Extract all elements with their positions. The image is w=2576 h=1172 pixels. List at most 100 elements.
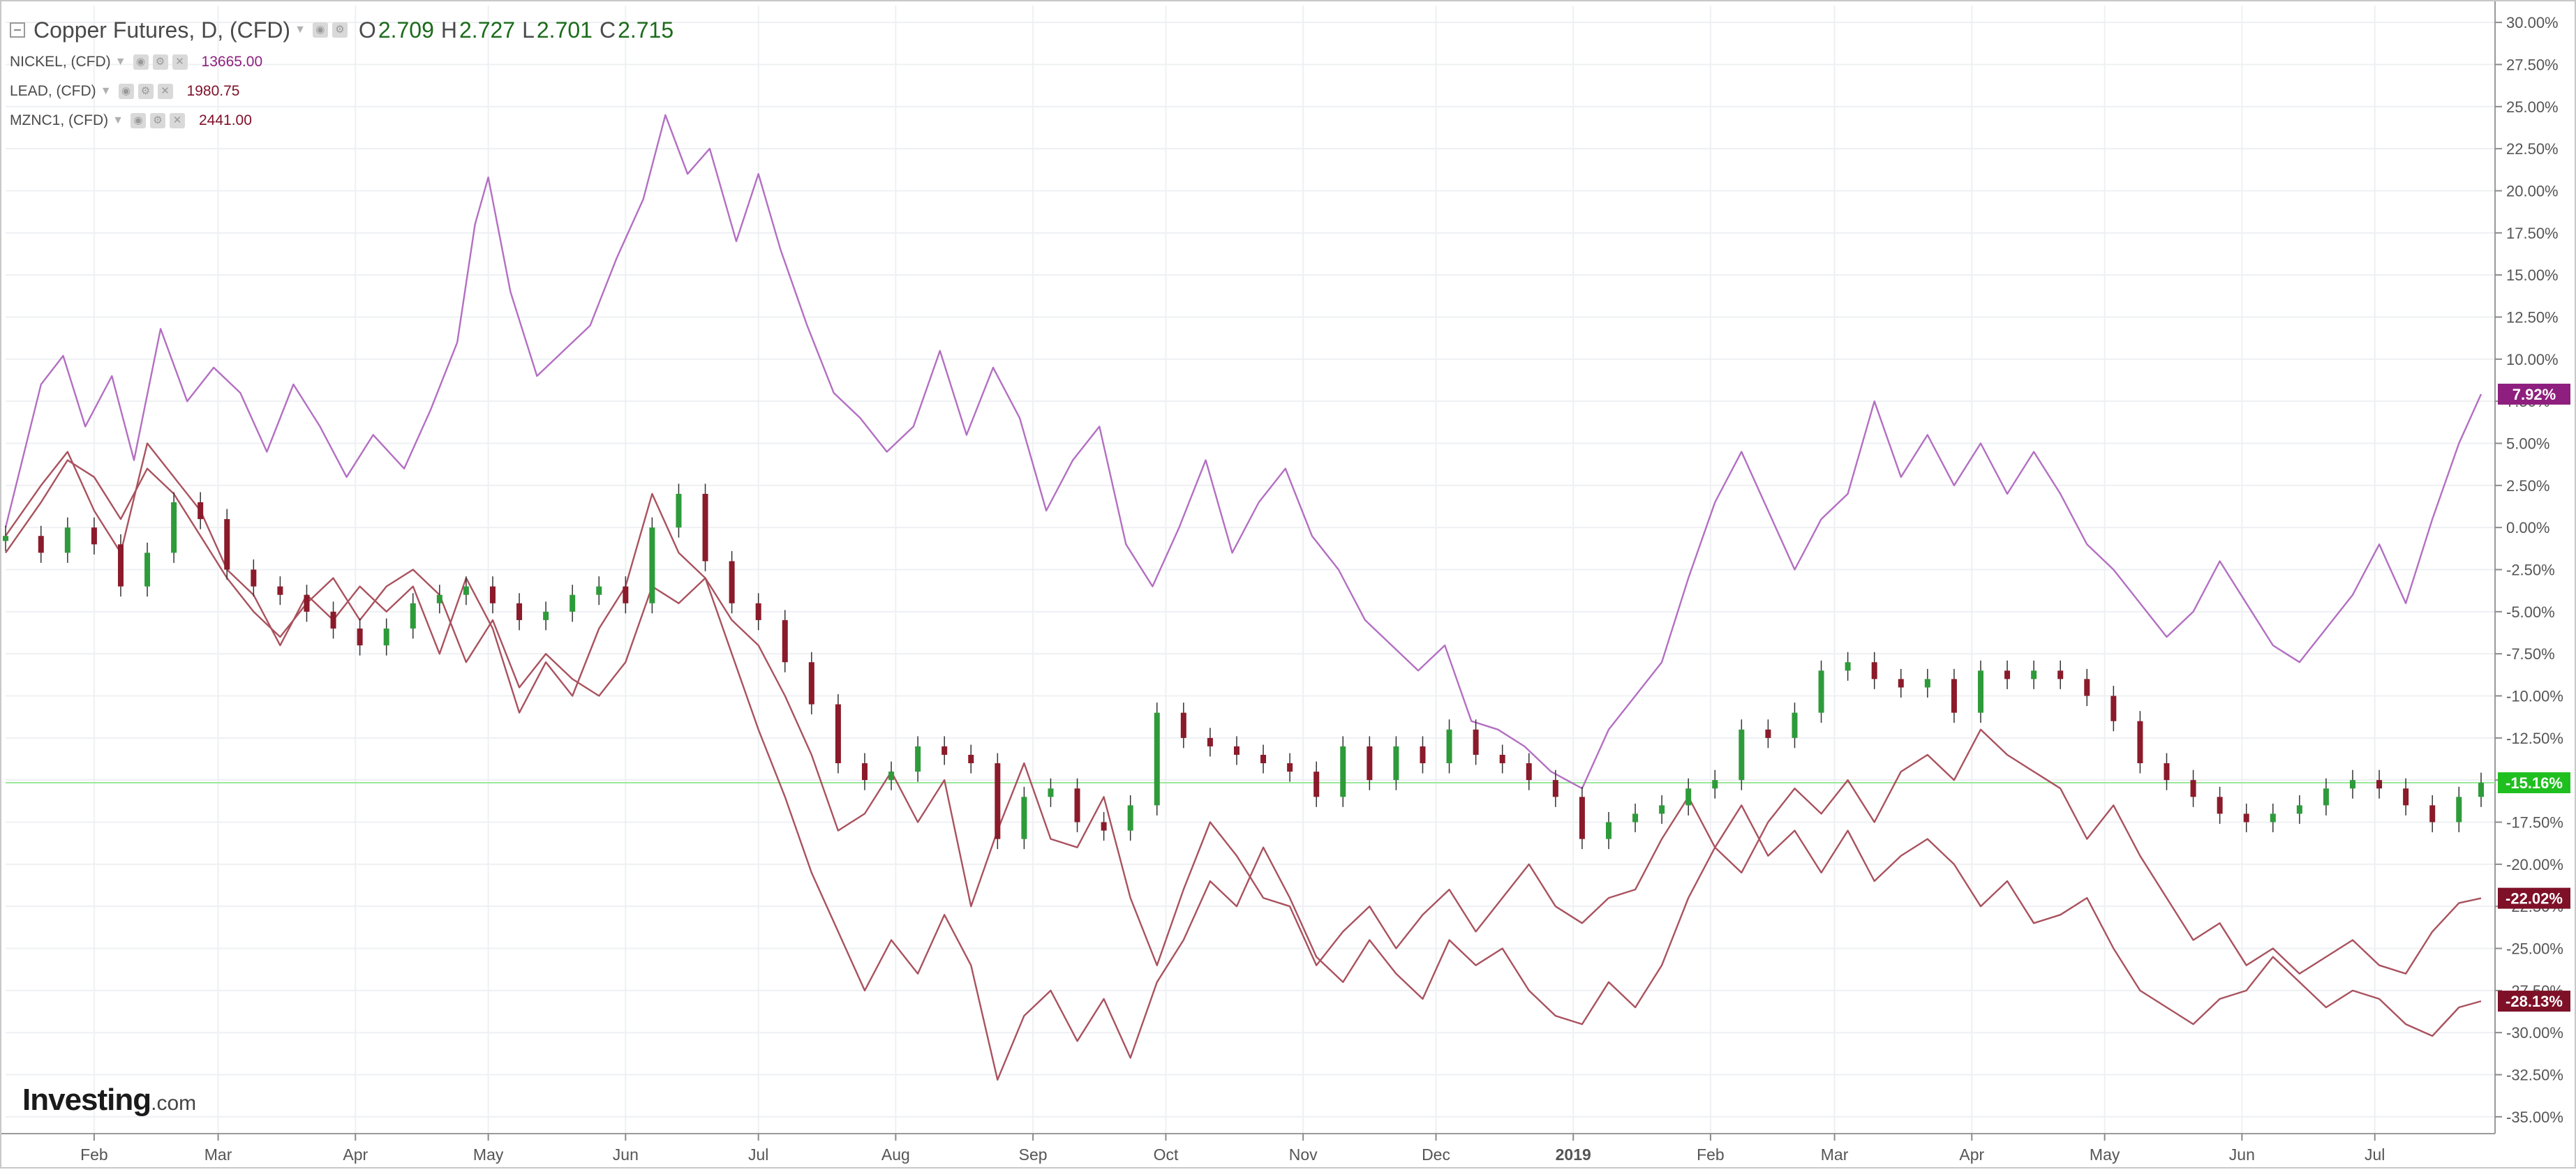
eye-icon[interactable]: ◉ bbox=[312, 22, 328, 38]
legend-zinc-label[interactable]: MZNC1, (CFD) bbox=[10, 112, 109, 128]
candle-body bbox=[1739, 729, 1745, 781]
candle-body bbox=[1287, 763, 1293, 772]
candle-body bbox=[1898, 679, 1904, 688]
gear-icon[interactable]: ⚙ bbox=[150, 113, 165, 128]
candle-body bbox=[649, 527, 655, 603]
candle-body bbox=[1499, 754, 1505, 764]
x-tick-label: Aug bbox=[881, 1145, 910, 1164]
candle-body bbox=[1420, 746, 1426, 764]
close-icon[interactable]: ✕ bbox=[172, 54, 188, 70]
x-tick-label: Jun bbox=[613, 1145, 639, 1164]
candle-body bbox=[941, 746, 948, 755]
x-tick-label: Mar bbox=[1821, 1145, 1849, 1164]
candle-body bbox=[516, 603, 523, 620]
chevron-down-icon[interactable]: ▼ bbox=[100, 85, 112, 97]
gear-icon[interactable]: ⚙ bbox=[332, 22, 348, 38]
y-tick-label: 0.00% bbox=[2506, 519, 2549, 536]
candle-body bbox=[2478, 783, 2484, 797]
value-label-bg-lead bbox=[2498, 887, 2570, 909]
candle-body bbox=[1446, 729, 1452, 764]
legend-row-lead[interactable]: LEAD, (CFD) ▼ ◉ ⚙ ✕ 1980.75 bbox=[10, 77, 673, 106]
candle-body bbox=[702, 493, 708, 562]
candle-body bbox=[1526, 763, 1532, 781]
legend-row-zinc[interactable]: MZNC1, (CFD) ▼ ◉ ⚙ ✕ 2441.00 bbox=[10, 106, 673, 135]
candle-body bbox=[729, 561, 735, 603]
candle-body bbox=[117, 544, 124, 587]
ohlc-close-value: 2.715 bbox=[618, 17, 674, 43]
candle-body bbox=[2429, 805, 2436, 822]
x-tick-label: Sep bbox=[1019, 1145, 1048, 1164]
candle-body bbox=[1632, 813, 1639, 822]
ohlc-low-key: L bbox=[522, 17, 535, 43]
y-tick-label: -10.00% bbox=[2506, 688, 2563, 705]
candle-body bbox=[1977, 670, 1983, 713]
y-tick-label: -30.00% bbox=[2506, 1024, 2563, 1042]
candle-body bbox=[1552, 780, 1558, 797]
candle-body bbox=[2137, 721, 2143, 764]
candle-body bbox=[330, 611, 336, 629]
close-icon[interactable]: ✕ bbox=[170, 113, 185, 128]
candle-body bbox=[463, 586, 469, 595]
y-tick-label: -17.50% bbox=[2506, 814, 2563, 832]
candle-body bbox=[1685, 788, 1692, 806]
grid-layer bbox=[6, 6, 2495, 1134]
chevron-down-icon[interactable]: ▼ bbox=[295, 24, 306, 36]
close-icon[interactable]: ✕ bbox=[157, 84, 173, 99]
candle-body bbox=[995, 763, 1001, 839]
x-tick-label: Jul bbox=[2365, 1145, 2385, 1164]
y-tick-label: 30.00% bbox=[2506, 14, 2559, 31]
candle-body bbox=[224, 519, 230, 570]
candle-body bbox=[277, 586, 283, 595]
candle-body bbox=[1313, 772, 1320, 797]
gear-icon[interactable]: ⚙ bbox=[137, 84, 154, 99]
eye-icon[interactable]: ◉ bbox=[133, 54, 149, 70]
y-tick-label: 15.00% bbox=[2506, 266, 2559, 284]
candle-body bbox=[676, 493, 682, 528]
legend-title[interactable]: Copper Futures, D, (CFD) bbox=[33, 17, 291, 43]
ohlc-high-value: 2.727 bbox=[459, 17, 516, 43]
candle-body bbox=[1792, 712, 1798, 738]
x-tick-label: Feb bbox=[80, 1145, 108, 1164]
candle-body bbox=[436, 594, 442, 603]
candle-body bbox=[2376, 780, 2383, 789]
chevron-down-icon[interactable]: ▼ bbox=[114, 56, 126, 68]
chevron-down-icon[interactable]: ▼ bbox=[112, 114, 124, 126]
y-tick-label: -35.00% bbox=[2506, 1109, 2563, 1126]
eye-icon[interactable]: ◉ bbox=[131, 113, 146, 128]
x-tick-label: Dec bbox=[1422, 1145, 1450, 1164]
y-tick-label: -25.00% bbox=[2506, 940, 2563, 958]
candle-body bbox=[623, 586, 629, 603]
y-tick-label: 10.00% bbox=[2506, 351, 2559, 368]
legend-zinc-value: 2441.00 bbox=[199, 112, 252, 128]
y-tick-label: 22.50% bbox=[2506, 140, 2559, 158]
candle-body bbox=[198, 502, 204, 520]
candle-body bbox=[2456, 797, 2462, 822]
x-tick-label: Nov bbox=[1289, 1145, 1318, 1164]
legend-nickel-label[interactable]: NICKEL, (CFD) bbox=[10, 54, 111, 70]
y-tick-label: -5.00% bbox=[2506, 603, 2555, 621]
collapse-icon[interactable] bbox=[10, 22, 25, 38]
candle-body bbox=[2004, 670, 2011, 679]
ohlc-low-value: 2.701 bbox=[536, 17, 593, 43]
candle-body bbox=[357, 628, 363, 646]
gear-icon[interactable]: ⚙ bbox=[152, 54, 168, 70]
x-tick-label: Apr bbox=[1959, 1145, 1984, 1164]
candle-body bbox=[2110, 696, 2117, 721]
candle-body bbox=[1871, 662, 1877, 679]
candle-body bbox=[2296, 805, 2302, 814]
y-tick-label: -32.50% bbox=[2506, 1067, 2563, 1084]
candle-body bbox=[1951, 679, 1957, 713]
eye-icon[interactable]: ◉ bbox=[118, 84, 134, 99]
legend-lead-label[interactable]: LEAD, (CFD) bbox=[10, 83, 96, 99]
ohlc-open-value: 2.709 bbox=[378, 17, 434, 43]
legend-row-nickel[interactable]: NICKEL, (CFD) ▼ ◉ ⚙ ✕ 13665.00 bbox=[10, 47, 673, 77]
candle-body bbox=[915, 746, 921, 772]
candle-body bbox=[91, 527, 97, 545]
x-tick-label: 2019 bbox=[1556, 1145, 1591, 1164]
candle-body bbox=[64, 527, 70, 553]
